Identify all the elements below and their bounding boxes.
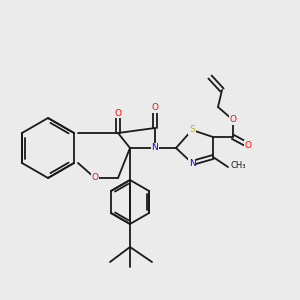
Text: S: S	[189, 125, 195, 134]
Text: N: N	[152, 143, 158, 152]
Text: O: O	[244, 140, 251, 149]
Text: O: O	[92, 173, 98, 182]
Text: O: O	[152, 103, 158, 112]
Text: N: N	[189, 158, 195, 167]
Text: O: O	[230, 116, 236, 124]
Text: CH₃: CH₃	[231, 161, 247, 170]
Text: O: O	[115, 109, 122, 118]
